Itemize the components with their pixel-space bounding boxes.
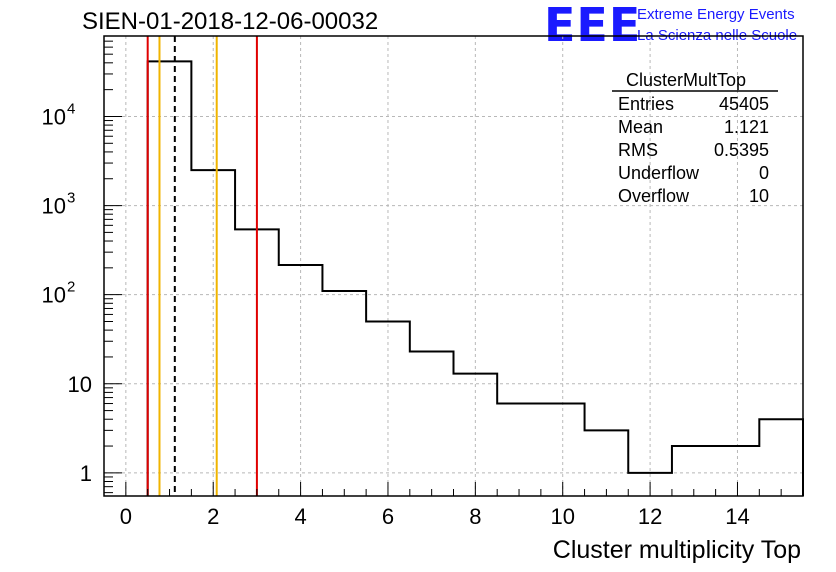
stats-value: 1.121	[724, 117, 769, 137]
x-tick-label: 8	[469, 504, 481, 529]
y-tick-label: 10	[68, 372, 92, 397]
y-tick-exponent: 2	[67, 279, 75, 296]
x-tick-label: 12	[638, 504, 662, 529]
x-tick-label: 14	[725, 504, 749, 529]
stats-label: Mean	[618, 117, 663, 137]
stats-value: 45405	[719, 94, 769, 114]
y-tick-label: 10	[42, 104, 66, 129]
y-tick-label: 10	[42, 194, 66, 219]
stats-label: Entries	[618, 94, 674, 114]
logo-line-1: Extreme Energy Events	[637, 6, 795, 23]
x-tick-label: 4	[294, 504, 306, 529]
chart-title: SIEN-01-2018-12-06-00032	[82, 8, 379, 35]
stats-label: Overflow	[618, 186, 690, 206]
stats-value: 0.5395	[714, 140, 769, 160]
x-axis-label: Cluster multiplicity Top	[553, 536, 801, 564]
stats-header: ClusterMultTop	[626, 70, 746, 90]
y-tick-label: 1	[80, 461, 92, 486]
stats-value: 10	[749, 186, 769, 206]
plot-frame	[103, 35, 804, 497]
stats-label: RMS	[618, 140, 658, 160]
stats-value: 0	[759, 163, 769, 183]
stats-label: Underflow	[618, 163, 700, 183]
x-tick-label: 6	[382, 504, 394, 529]
histogram-series	[146, 60, 804, 496]
y-tick-exponent: 4	[67, 100, 75, 117]
y-tick-label: 10	[42, 283, 66, 308]
x-tick-label: 10	[550, 504, 574, 529]
eee-logo: EEE	[544, 0, 642, 52]
x-tick-label: 0	[120, 504, 132, 529]
x-tick-label: 2	[207, 504, 219, 529]
y-tick-exponent: 3	[67, 190, 75, 207]
